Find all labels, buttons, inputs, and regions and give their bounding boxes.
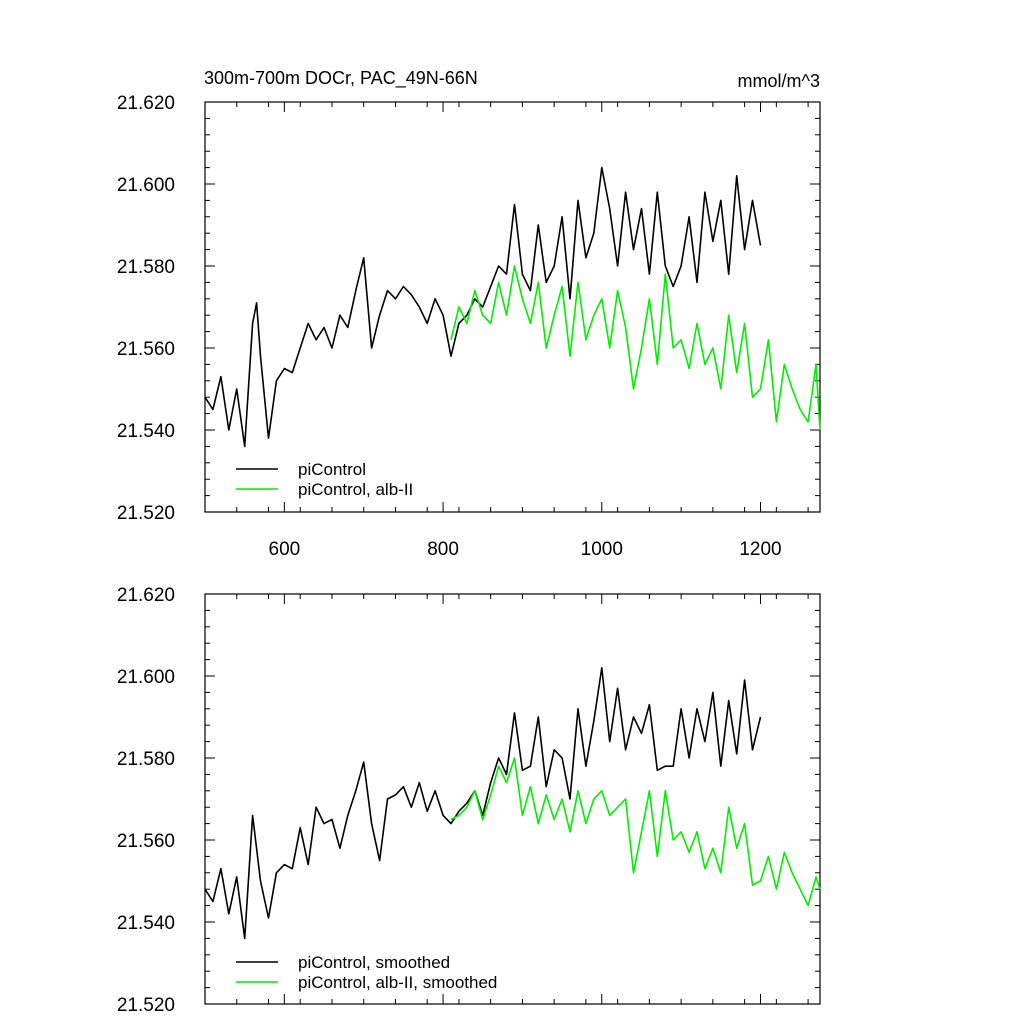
y-tick-label: 21.520 [117,995,175,1016]
x-tick-label: 800 [427,539,459,560]
y-tick-label: 21.560 [117,339,175,360]
y-tick-label: 21.620 [117,585,175,606]
plot-frame [204,593,821,1005]
panel-top: 21.520 21.540 21.560 21.580 21.600 21.620 600 8… [117,93,821,560]
panel-bottom: 21.520 21.540 21.560 21.580 21.600 21.620 piCo… [117,585,821,1016]
y-tick-label: 21.580 [117,257,175,278]
x-tick-label: 1200 [739,539,781,560]
series-line-green [450,757,821,907]
y-tick-label: 21.540 [117,421,175,442]
legend-label: piControl, alb-II, smoothed [298,973,497,992]
y-tick-label: 21.600 [117,667,175,688]
y-tick-label: 21.540 [117,913,175,934]
y-tick-label: 21.520 [117,503,175,524]
y-tick-label: 21.600 [117,175,175,196]
y-tick-label: 21.620 [117,93,175,114]
plot-frame [204,101,821,513]
series-line-green [450,265,821,431]
legend-label: piControl, smoothed [298,953,450,972]
x-tick-label: 1000 [581,539,623,560]
series-line-black [204,666,762,940]
legend-label: piControl [298,460,366,479]
y-tick-label: 21.560 [117,831,175,852]
chart-units: mmol/m^3 [738,71,820,91]
chart-title: 300m-700m DOCr, PAC_49N-66N [204,68,478,89]
series-line-black [204,166,762,448]
x-tick-label: 600 [269,539,301,560]
y-tick-label: 21.580 [117,749,175,770]
legend-label: piControl, alb-II [298,480,413,499]
